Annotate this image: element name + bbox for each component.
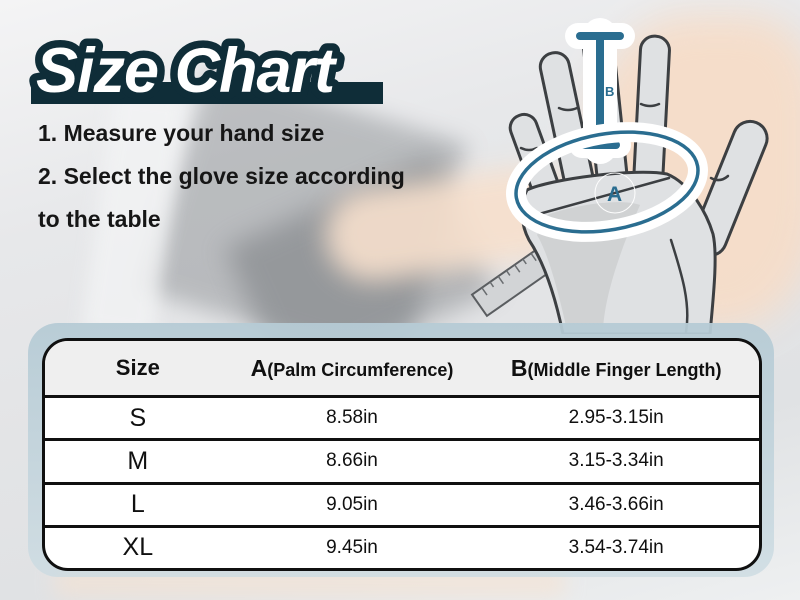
instructions-block: 1. Measure your hand size 2. Select the … [38, 112, 405, 241]
hand-measurement-illustration: B A [455, 0, 800, 339]
size-value: XL [122, 533, 154, 562]
page-title: Size Chart [36, 36, 338, 106]
finger-length-value: 2.95-3.15in [568, 407, 664, 429]
instruction-line-2: 2. Select the glove size according [38, 163, 405, 189]
header-palm-circumference: A(Palm Circumference) [231, 355, 474, 382]
table-row-xl: XL 9.45in 3.54-3.74in [45, 528, 759, 568]
palm-circumference-value: 9.05in [326, 493, 378, 515]
table-header-row: Size A(Palm Circumference) B(Middle Fing… [45, 341, 759, 398]
page-title-block: Size Chart [26, 8, 426, 120]
size-value: S [129, 403, 147, 432]
table-row-s: S 8.58in 2.95-3.15in [45, 398, 759, 442]
label-b: B [605, 84, 614, 99]
finger-length-value: 3.46-3.66in [568, 493, 664, 515]
size-table: Size A(Palm Circumference) B(Middle Fing… [42, 338, 762, 571]
header-a-label: (Palm Circumference) [267, 359, 454, 380]
instruction-line-3: to the table [38, 206, 161, 232]
finger-length-value: 3.54-3.74in [568, 536, 664, 558]
size-value: L [130, 490, 145, 519]
palm-circumference-value: 9.45in [326, 536, 378, 558]
header-b-prefix: B [510, 354, 528, 381]
instruction-line-1: 1. Measure your hand size [38, 120, 325, 146]
finger-length-value: 3.15-3.34in [568, 450, 664, 472]
hand-icon [508, 27, 769, 336]
label-a: A [607, 183, 622, 206]
header-a-prefix: A [250, 354, 268, 381]
table-row-m: M 8.66in 3.15-3.34in [45, 441, 759, 485]
header-b-label: (Middle Finger Length) [527, 359, 722, 380]
table-row-l: L 9.05in 3.46-3.66in [45, 485, 759, 528]
palm-circumference-value: 8.66in [326, 450, 378, 472]
header-size: Size [115, 355, 160, 380]
palm-circumference-value: 8.58in [326, 407, 378, 429]
header-middle-finger-length: B(Middle Finger Length) [473, 355, 759, 382]
size-value: M [127, 446, 149, 475]
